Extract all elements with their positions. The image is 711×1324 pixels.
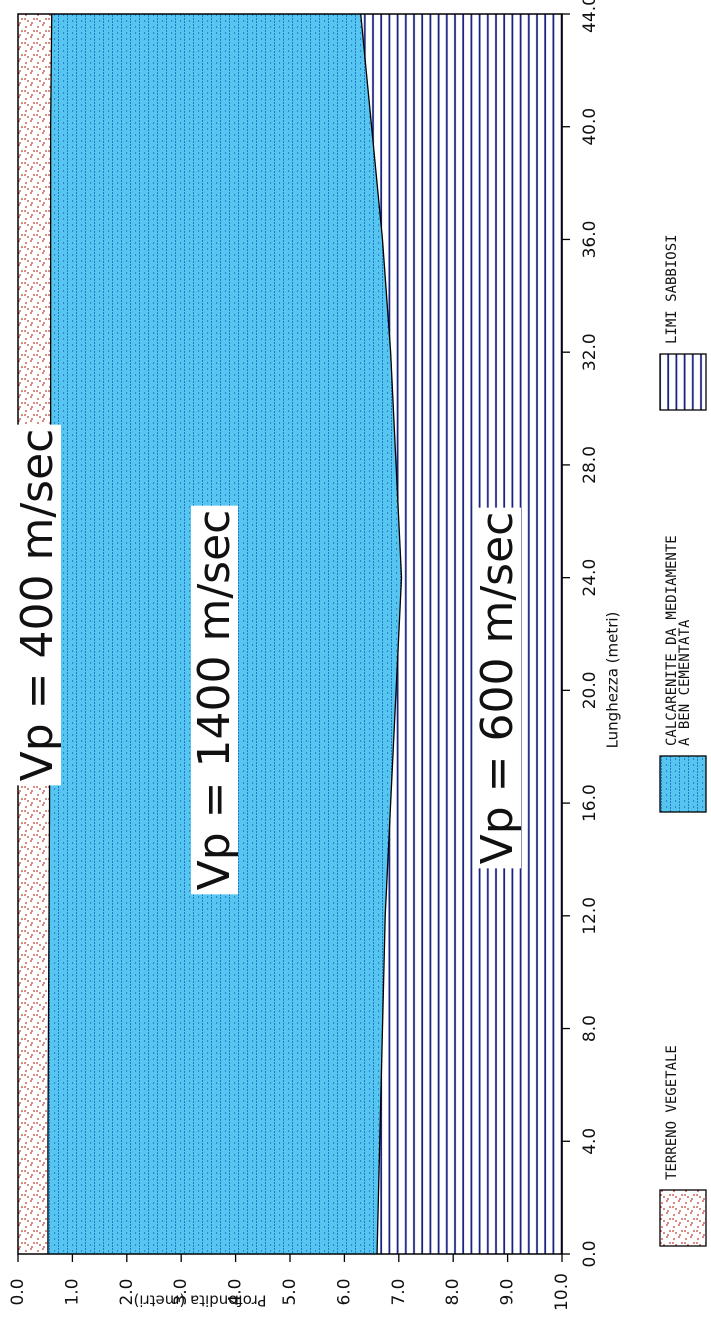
annotation: Vp = 400 m/sec — [12, 425, 63, 786]
legend-label: A BEN CEMENTATA — [677, 619, 693, 746]
x-tick-label: 32.0 — [580, 333, 600, 371]
annotation: Vp = 1400 m/sec — [189, 506, 240, 895]
y-tick-label: 9.0 — [498, 1278, 518, 1305]
legend-swatch — [660, 756, 706, 812]
x-tick-label: 12.0 — [580, 897, 600, 935]
y-tick-label: 8.0 — [443, 1278, 463, 1305]
annotation-text: Vp = 1400 m/sec — [189, 510, 240, 891]
chart: Vp = 400 m/sec Vp = 1400 m/sec Vp = 600 m/… — [0, 0, 711, 1324]
y-axis-title: Profondita (metri) — [133, 1292, 266, 1310]
legend-label: LIMI SABBIOSI — [664, 234, 680, 344]
legend-swatch — [660, 354, 706, 410]
x-tick-label: 40.0 — [580, 108, 600, 146]
x-tick-label: 16.0 — [580, 784, 600, 822]
legend-swatch — [660, 1190, 706, 1246]
y-tick-label: 10.0 — [552, 1273, 572, 1311]
y-tick-label: 0.0 — [8, 1278, 28, 1305]
x-axis-title: Lunghezza (metri) — [604, 612, 622, 749]
y-tick-label: 5.0 — [280, 1278, 300, 1305]
y-tick-label: 1.0 — [62, 1278, 82, 1305]
x-tick-label: 20.0 — [580, 671, 600, 709]
x-tick-label: 0.0 — [580, 1240, 600, 1267]
x-tick-label: 8.0 — [580, 1015, 600, 1042]
legend-label: TERRENO VEGETALE — [664, 1045, 680, 1180]
annotation-text: Vp = 400 m/sec — [12, 429, 63, 782]
annotation: Vp = 600 m/sec — [472, 508, 523, 869]
annotation-text: Vp = 600 m/sec — [472, 512, 523, 865]
x-tick-label: 44.0 — [580, 0, 600, 33]
x-tick-label: 28.0 — [580, 446, 600, 484]
y-tick-label: 7.0 — [389, 1278, 409, 1305]
x-tick-label: 36.0 — [580, 221, 600, 259]
x-tick-label: 4.0 — [580, 1128, 600, 1155]
y-tick-label: 6.0 — [334, 1278, 354, 1305]
x-tick-label: 24.0 — [580, 559, 600, 597]
